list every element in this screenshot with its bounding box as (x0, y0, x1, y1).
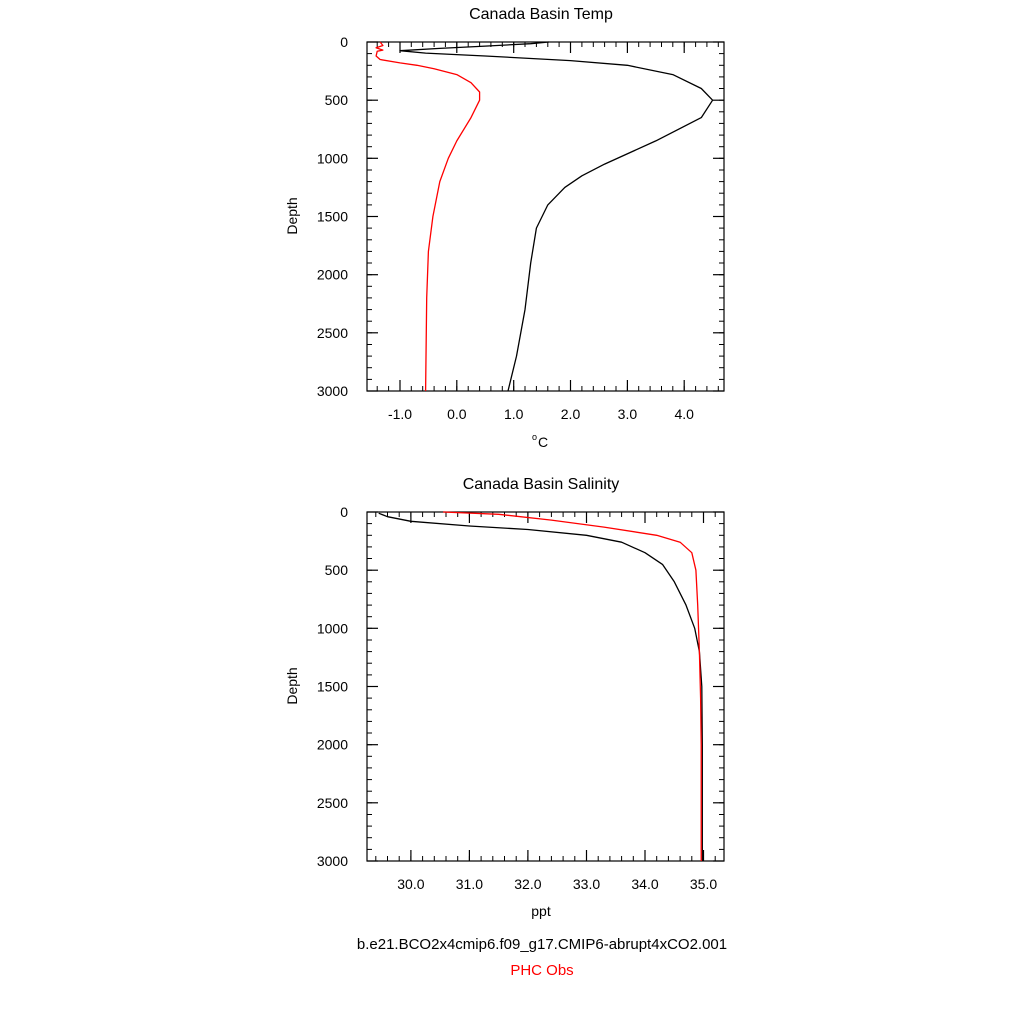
salinity-plot-frame (366, 511, 725, 862)
salinity-x-tick-label: 34.0 (631, 876, 658, 892)
salinity-y-tick-label: 500 (325, 562, 349, 578)
salinity-x-tick-label: 31.0 (456, 876, 483, 892)
temperature-y-tick-label: 3000 (317, 383, 348, 399)
temperature-y-tick-label: 500 (325, 92, 349, 108)
model-run-label: b.e21.BCO2x4cmip6.f09_g17.CMIP6-abrupt4x… (356, 936, 728, 953)
temperature-y-tick-label: 2500 (317, 325, 348, 341)
salinity-model-line (378, 512, 703, 861)
temperature-x-tick-label: -1.0 (388, 406, 412, 422)
observation-label: PHC Obs (510, 962, 574, 979)
salinity-x-tick-label: 35.0 (690, 876, 717, 892)
temperature-y-tick-label: 1500 (317, 209, 348, 225)
temperature-x-tick-label: 1.0 (504, 406, 524, 422)
temperature-y-tick-label: 2000 (317, 267, 348, 283)
salinity-y-tick-label: 2500 (317, 795, 348, 811)
temperature-obs-line (375, 41, 481, 392)
temperature-x-axis-label-unit: C (538, 434, 548, 450)
temperature-y-tick-label: 1000 (317, 150, 348, 166)
salinity-y-tick-label: 0 (340, 504, 348, 520)
temperature-x-tick-label: 4.0 (674, 406, 694, 422)
temperature-y-tick-label: 0 (340, 34, 348, 50)
temperature-model-line (399, 41, 714, 392)
salinity-y-axis-label: Depth (284, 667, 300, 704)
temperature-x-tick-label: 2.0 (561, 406, 581, 422)
temperature-plot-frame (366, 41, 725, 392)
salinity-y-tick-label: 3000 (317, 853, 348, 869)
salinity-x-tick-label: 30.0 (397, 876, 424, 892)
salinity-obs-line (443, 511, 702, 861)
salinity-y-tick-label: 1500 (317, 679, 348, 695)
temperature-y-axis-label: Depth (284, 197, 300, 234)
salinity-x-tick-label: 32.0 (514, 876, 541, 892)
temperature-x-axis-label-degree: o (532, 432, 537, 442)
salinity-y-tick-label: 2000 (317, 737, 348, 753)
temperature-chart-panel: Canada Basin Temp Depth o C -1.0 0.0 1.0 2.… (284, 6, 725, 450)
salinity-x-tick-label: 33.0 (573, 876, 600, 892)
salinity-chart-title: Canada Basin Salinity (463, 476, 620, 493)
temperature-chart-title: Canada Basin Temp (469, 6, 613, 23)
temperature-x-axis-label: o C (532, 432, 548, 450)
salinity-x-axis-label: ppt (531, 903, 551, 919)
salinity-y-tick-label: 1000 (317, 620, 348, 636)
salinity-chart-panel: Canada Basin Salinity Depth ppt 30.0 31.0… (284, 476, 725, 919)
temperature-x-tick-label: 0.0 (447, 406, 467, 422)
temperature-x-tick-label: 3.0 (618, 406, 638, 422)
